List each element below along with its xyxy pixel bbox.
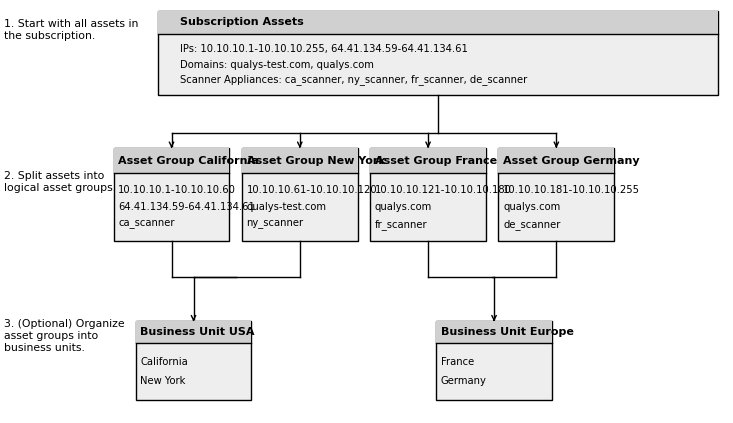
Bar (436, 321, 552, 400)
Bar (136, 321, 251, 343)
Text: Asset Group Germany: Asset Group Germany (503, 156, 640, 166)
Text: qualys-test.com: qualys-test.com (246, 202, 326, 212)
Text: Subscription Assets: Subscription Assets (180, 17, 303, 27)
Bar (436, 321, 552, 343)
Text: ca_scanner: ca_scanner (118, 219, 174, 229)
Text: 64.41.134.59-64.41.134.61: 64.41.134.59-64.41.134.61 (118, 202, 255, 212)
Bar (498, 148, 614, 173)
Text: ny_scanner: ny_scanner (246, 219, 303, 229)
Text: qualys.com: qualys.com (503, 202, 560, 212)
Text: 10.10.10.121-10.10.10.180: 10.10.10.121-10.10.10.180 (375, 185, 512, 195)
Text: Asset Group France: Asset Group France (375, 156, 497, 166)
Text: 2. Split assets into
logical asset groups.: 2. Split assets into logical asset group… (4, 171, 116, 193)
Text: fr_scanner: fr_scanner (375, 219, 427, 230)
Bar (370, 148, 486, 173)
Bar (242, 148, 358, 173)
Text: Asset Group California: Asset Group California (118, 156, 259, 166)
Text: France: France (441, 357, 474, 367)
Text: Domains: qualys-test.com, qualys.com: Domains: qualys-test.com, qualys.com (180, 60, 374, 70)
Text: qualys.com: qualys.com (375, 202, 432, 212)
Text: 1. Start with all assets in
the subscription.: 1. Start with all assets in the subscrip… (4, 19, 138, 41)
Text: 10.10.10.181-10.10.10.255: 10.10.10.181-10.10.10.255 (503, 185, 640, 195)
Bar (498, 148, 614, 241)
Text: Business Unit USA: Business Unit USA (140, 327, 255, 338)
Text: Germany: Germany (441, 376, 487, 386)
Text: New York: New York (140, 376, 185, 386)
Text: de_scanner: de_scanner (503, 219, 561, 230)
Text: 3. (Optional) Organize
asset groups into
business units.: 3. (Optional) Organize asset groups into… (4, 319, 125, 352)
Bar (158, 11, 718, 34)
Bar (158, 11, 718, 95)
Text: Asset Group New York: Asset Group New York (246, 156, 386, 166)
Text: California: California (140, 357, 188, 367)
Bar (114, 148, 229, 241)
Text: 10.10.10.1-10.10.10.60: 10.10.10.1-10.10.10.60 (118, 185, 236, 195)
Bar (114, 148, 229, 173)
Text: Business Unit Europe: Business Unit Europe (441, 327, 574, 338)
Bar (242, 148, 358, 241)
Text: IPs: 10.10.10.1-10.10.10.255, 64.41.134.59-64.41.134.61: IPs: 10.10.10.1-10.10.10.255, 64.41.134.… (180, 44, 468, 55)
Bar (370, 148, 486, 241)
Bar (136, 321, 251, 400)
Text: 10.10.10.61-10.10.10.120: 10.10.10.61-10.10.10.120 (246, 185, 377, 195)
Text: Scanner Appliances: ca_scanner, ny_scanner, fr_scanner, de_scanner: Scanner Appliances: ca_scanner, ny_scann… (180, 74, 527, 85)
